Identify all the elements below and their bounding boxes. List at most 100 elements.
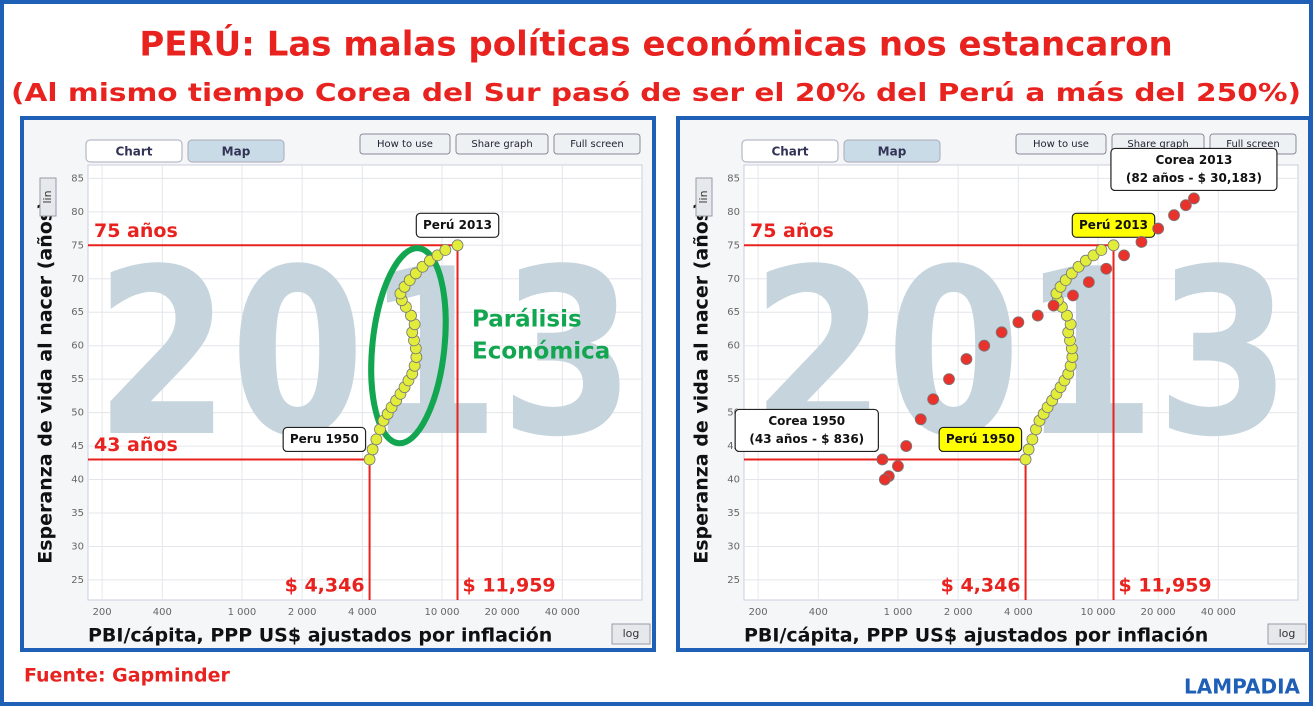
y-tick-label: 25: [71, 575, 84, 586]
trail-point: [979, 340, 990, 351]
title: PERÚ: Las malas políticas económicas nos…: [139, 24, 1172, 65]
point-label: Perú 2013: [1079, 218, 1148, 232]
x-tick-label: 20 000: [1141, 607, 1176, 618]
trail-point: [1101, 263, 1112, 274]
page: { "title": "PERÚ: Las malas políticas ec…: [0, 0, 1313, 706]
y-tick-label: 35: [71, 508, 84, 519]
y-tick-label: 40: [71, 475, 84, 486]
reference-vline-label: $ 11,959: [1119, 575, 1212, 597]
trail-point: [1013, 317, 1024, 328]
y-tick-label: 55: [727, 374, 740, 385]
slide: PERÚ: Las malas políticas económicas nos…: [0, 0, 1313, 706]
trail-point: [1119, 250, 1130, 261]
x-tick-label: 40 000: [1201, 607, 1236, 618]
tab-label[interactable]: Chart: [115, 145, 152, 159]
trail-point: [1169, 210, 1180, 221]
y-tick-label: 75: [727, 240, 740, 251]
trail-point: [1188, 193, 1199, 204]
x-axis-label: PBI/cápita, PPP US$ ajustados por inflac…: [88, 625, 552, 647]
tab-label[interactable]: Map: [222, 145, 251, 159]
x-scale-label[interactable]: log: [1279, 627, 1296, 640]
trail-point: [452, 240, 463, 251]
y-tick-label: 70: [71, 274, 84, 285]
y-scale-label[interactable]: lin: [41, 190, 54, 203]
trail-point: [996, 327, 1007, 338]
trail-point: [1032, 310, 1043, 321]
y-tick-label: 75: [71, 240, 84, 251]
y-tick-label: 35: [727, 508, 740, 519]
x-tick-label: 20 000: [485, 607, 520, 618]
trail-point: [1136, 236, 1147, 247]
toolbar-button-label[interactable]: How to use: [1033, 139, 1089, 150]
x-tick-label: 400: [809, 607, 828, 618]
y-tick-label: 70: [727, 274, 740, 285]
trail-point: [1023, 444, 1034, 455]
trail-point: [367, 444, 378, 455]
source: Fuente: Gapminder: [24, 665, 230, 687]
x-scale-label[interactable]: log: [623, 627, 640, 640]
trail-point: [1027, 434, 1038, 445]
x-tick-label: 10 000: [424, 607, 459, 618]
reference-hline-label: 43 años: [94, 434, 178, 456]
point-label: (82 años - $ 30,183): [1126, 171, 1262, 185]
note-text: Económica: [472, 339, 610, 365]
point-label: (43 años - $ 836): [749, 432, 864, 446]
y-tick-label: 45: [71, 441, 84, 452]
point-label: Corea 2013: [1156, 153, 1233, 167]
brand: LAMPADIA: [1184, 675, 1300, 699]
trail-point: [371, 434, 382, 445]
trail-point: [892, 461, 903, 472]
y-tick-label: 60: [71, 341, 84, 352]
y-tick-label: 25: [727, 575, 740, 586]
note-text: Parálisis: [472, 307, 582, 333]
trail-point: [364, 454, 375, 465]
x-tick-label: 4 000: [348, 607, 377, 618]
y-tick-label: 55: [71, 374, 84, 385]
subtitle: (Al mismo tiempo Corea del Sur pasó de s…: [11, 78, 1301, 107]
y-tick-label: 85: [727, 173, 740, 184]
x-tick-label: 40 000: [545, 607, 580, 618]
reference-vline-label: $ 4,346: [285, 575, 365, 597]
reference-hline-label: 75 años: [750, 220, 834, 242]
x-tick-label: 1 000: [228, 607, 257, 618]
x-tick-label: 10 000: [1080, 607, 1115, 618]
x-tick-label: 2 000: [944, 607, 973, 618]
trail-point: [1048, 300, 1059, 311]
reference-hline-label: 75 años: [94, 220, 178, 242]
trail-point: [877, 454, 888, 465]
reference-vline-label: $ 11,959: [463, 575, 556, 597]
trail-point: [915, 414, 926, 425]
toolbar-button-label[interactable]: Share graph: [471, 139, 532, 150]
y-tick-label: 80: [71, 207, 84, 218]
point-label: Perú 2013: [423, 218, 492, 232]
trail-point: [901, 441, 912, 452]
point-label: Corea 1950: [768, 414, 845, 428]
trail-point: [1096, 244, 1107, 255]
x-axis-label: PBI/cápita, PPP US$ ajustados por inflac…: [744, 625, 1208, 647]
chart-panel: Chart Map Full screen Share graph How to use…: [22, 118, 654, 650]
trail-point: [879, 474, 890, 485]
trail-point: [1153, 223, 1164, 234]
y-tick-label: 30: [71, 541, 84, 552]
trail-point: [961, 354, 972, 365]
x-tick-label: 200: [93, 607, 112, 618]
y-tick-label: 30: [727, 541, 740, 552]
reference-vline-label: $ 4,346: [941, 575, 1021, 597]
toolbar-button-label[interactable]: How to use: [377, 139, 433, 150]
x-tick-label: 400: [153, 607, 172, 618]
y-tick-label: 50: [71, 408, 84, 419]
x-tick-label: 2 000: [288, 607, 317, 618]
y-tick-label: 60: [727, 341, 740, 352]
toolbar-button-label[interactable]: Full screen: [570, 139, 624, 150]
point-label: Peru 1950: [290, 432, 359, 446]
tab-label[interactable]: Map: [878, 145, 907, 159]
x-tick-label: 200: [749, 607, 768, 618]
tab-label[interactable]: Chart: [771, 145, 808, 159]
y-tick-label: 65: [727, 307, 740, 318]
trail-point: [1083, 277, 1094, 288]
y-tick-label: 85: [71, 173, 84, 184]
y-tick-label: 80: [727, 207, 740, 218]
y-scale-label[interactable]: lin: [697, 190, 710, 203]
trail-point: [440, 244, 451, 255]
